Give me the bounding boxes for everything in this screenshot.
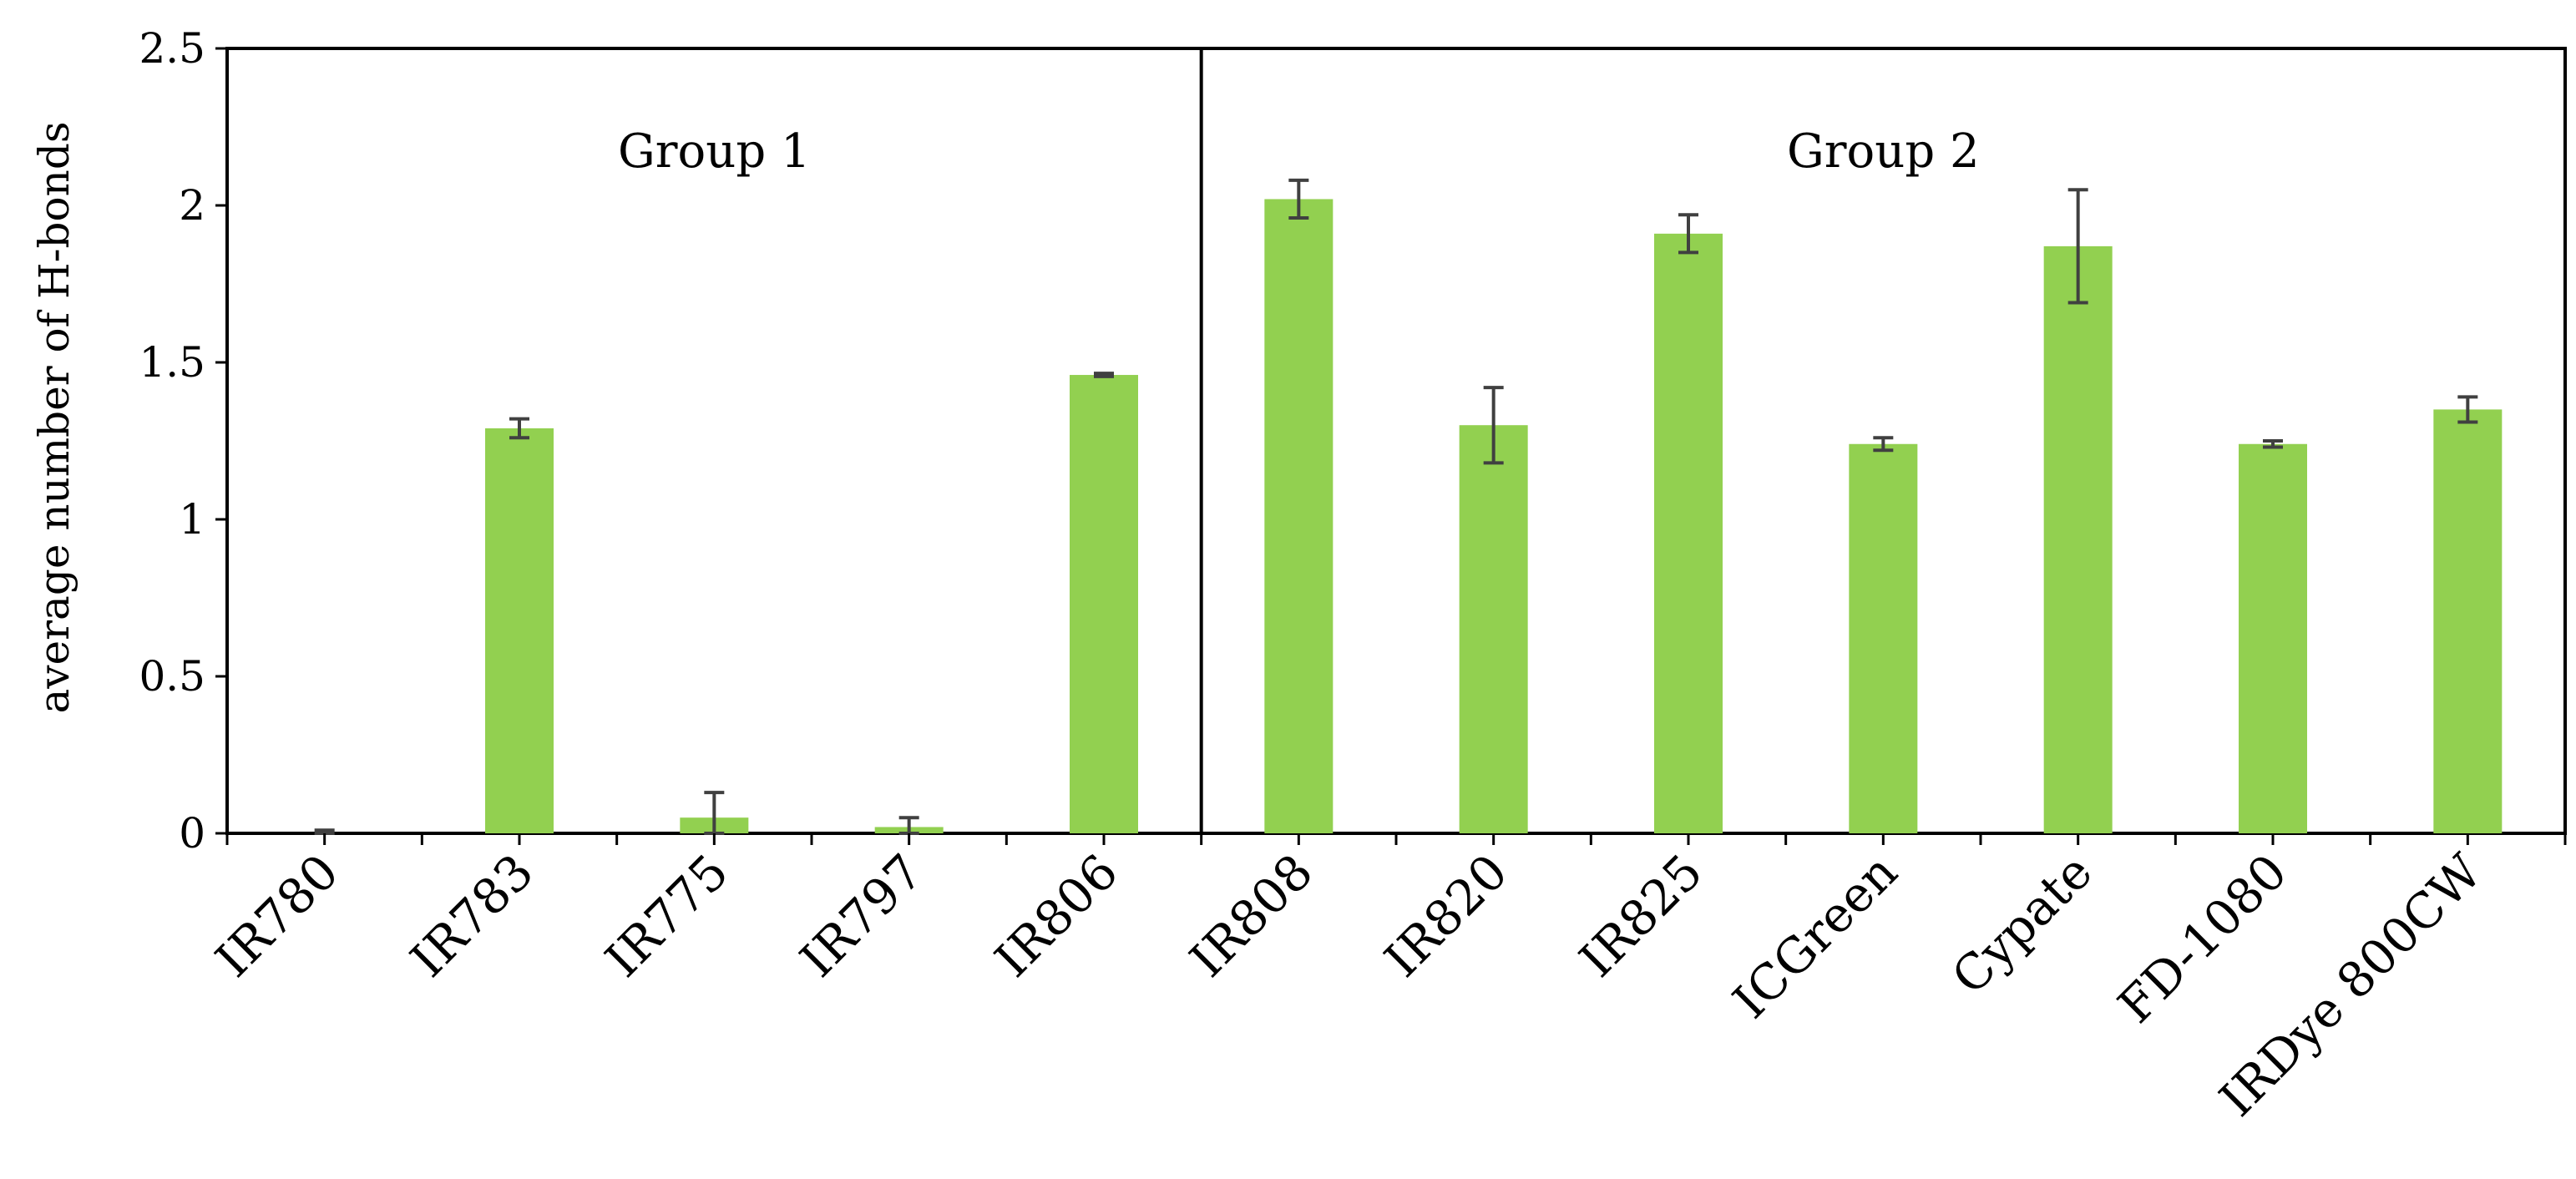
y-tick-label: 2	[179, 181, 205, 230]
bar	[485, 428, 554, 833]
x-tick-label: Cypate	[1941, 843, 2103, 1005]
x-tick-label: IR820	[1374, 843, 1518, 988]
bar	[1459, 425, 1528, 833]
bar	[2239, 443, 2307, 833]
x-tick-label: FD-1080	[2107, 843, 2297, 1034]
group-label: Group 1	[618, 124, 811, 179]
y-tick-label: 0.5	[139, 652, 205, 701]
bar	[1264, 199, 1334, 834]
x-tick-label: IR806	[984, 843, 1128, 988]
bar	[2433, 409, 2503, 833]
plot-area: Group 1 Group 2 0 0.5 1 1.5 2 2.5 IR780 IR783 IR77…	[139, 24, 2567, 1127]
bar	[1849, 443, 1918, 833]
x-tick-label: IR797	[789, 843, 934, 988]
y-tick-label: 2.5	[139, 24, 205, 73]
x-tick-label: ICGreen	[1722, 843, 1908, 1030]
bar	[1654, 233, 1723, 834]
x-tick-label: IR783	[399, 843, 544, 988]
x-tick-label: IR808	[1179, 843, 1323, 988]
bar	[1070, 375, 1138, 833]
y-axis-label: average number of H-bonds	[30, 121, 78, 713]
y-tick-label: 1	[179, 495, 205, 544]
bar	[2043, 245, 2113, 833]
x-tick-label: IR775	[595, 843, 739, 988]
x-tick-label: IR780	[205, 843, 349, 988]
x-tick-label: IR825	[1568, 843, 1713, 988]
plot-frame	[225, 47, 2567, 835]
y-tick-label: 0	[179, 809, 205, 858]
group-label: Group 2	[1787, 124, 1980, 179]
y-tick-label: 1.5	[139, 338, 205, 387]
